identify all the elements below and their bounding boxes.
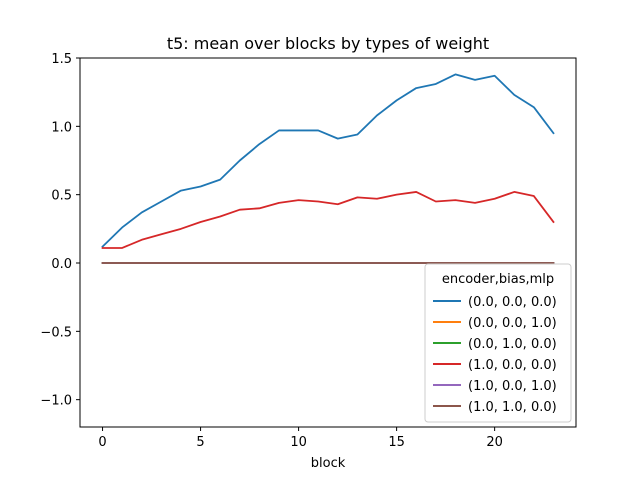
y-tick-label: −0.5: [40, 325, 72, 340]
legend-entry-label: (1.0, 1.0, 0.0): [468, 400, 557, 415]
x-axis-label: block: [311, 456, 346, 471]
x-axis: 0 5 10 15 20: [98, 427, 503, 450]
x-tick-label: 0: [98, 435, 106, 450]
chart-title: t5: mean over blocks by types of weight: [167, 34, 489, 53]
legend-entry-label: (0.0, 0.0, 1.0): [468, 316, 557, 331]
legend-entry-label: (1.0, 0.0, 1.0): [468, 379, 557, 394]
legend-entry-label: (0.0, 0.0, 0.0): [468, 295, 557, 310]
y-tick-label: 0.5: [51, 189, 72, 204]
x-tick-label: 15: [388, 435, 405, 450]
legend-entry-label: (1.0, 0.0, 0.0): [468, 358, 557, 373]
y-tick-label: 0.0: [51, 257, 72, 272]
x-tick-label: 5: [196, 435, 204, 450]
y-tick-label: 1.0: [51, 120, 72, 135]
y-axis: −1.0 −0.5 0.0 0.5 1.0 1.5: [40, 52, 80, 409]
y-tick-label: 1.5: [51, 52, 72, 67]
series-line-4: [101, 191, 555, 249]
x-tick-label: 20: [486, 435, 503, 450]
x-tick-label: 10: [290, 435, 307, 450]
y-tick-label: −1.0: [40, 394, 72, 409]
legend-title: encoder,bias,mlp: [442, 272, 554, 287]
series-line-1: [101, 73, 555, 248]
plot-area: [101, 73, 555, 264]
legend-box: [424, 263, 572, 423]
plot-frame: [79, 57, 577, 428]
legend: encoder,bias,mlp (0.0, 0.0, 0.0) (0.0, 0.0…: [424, 263, 572, 423]
legend-entry-label: (0.0, 1.0, 0.0): [468, 337, 557, 352]
